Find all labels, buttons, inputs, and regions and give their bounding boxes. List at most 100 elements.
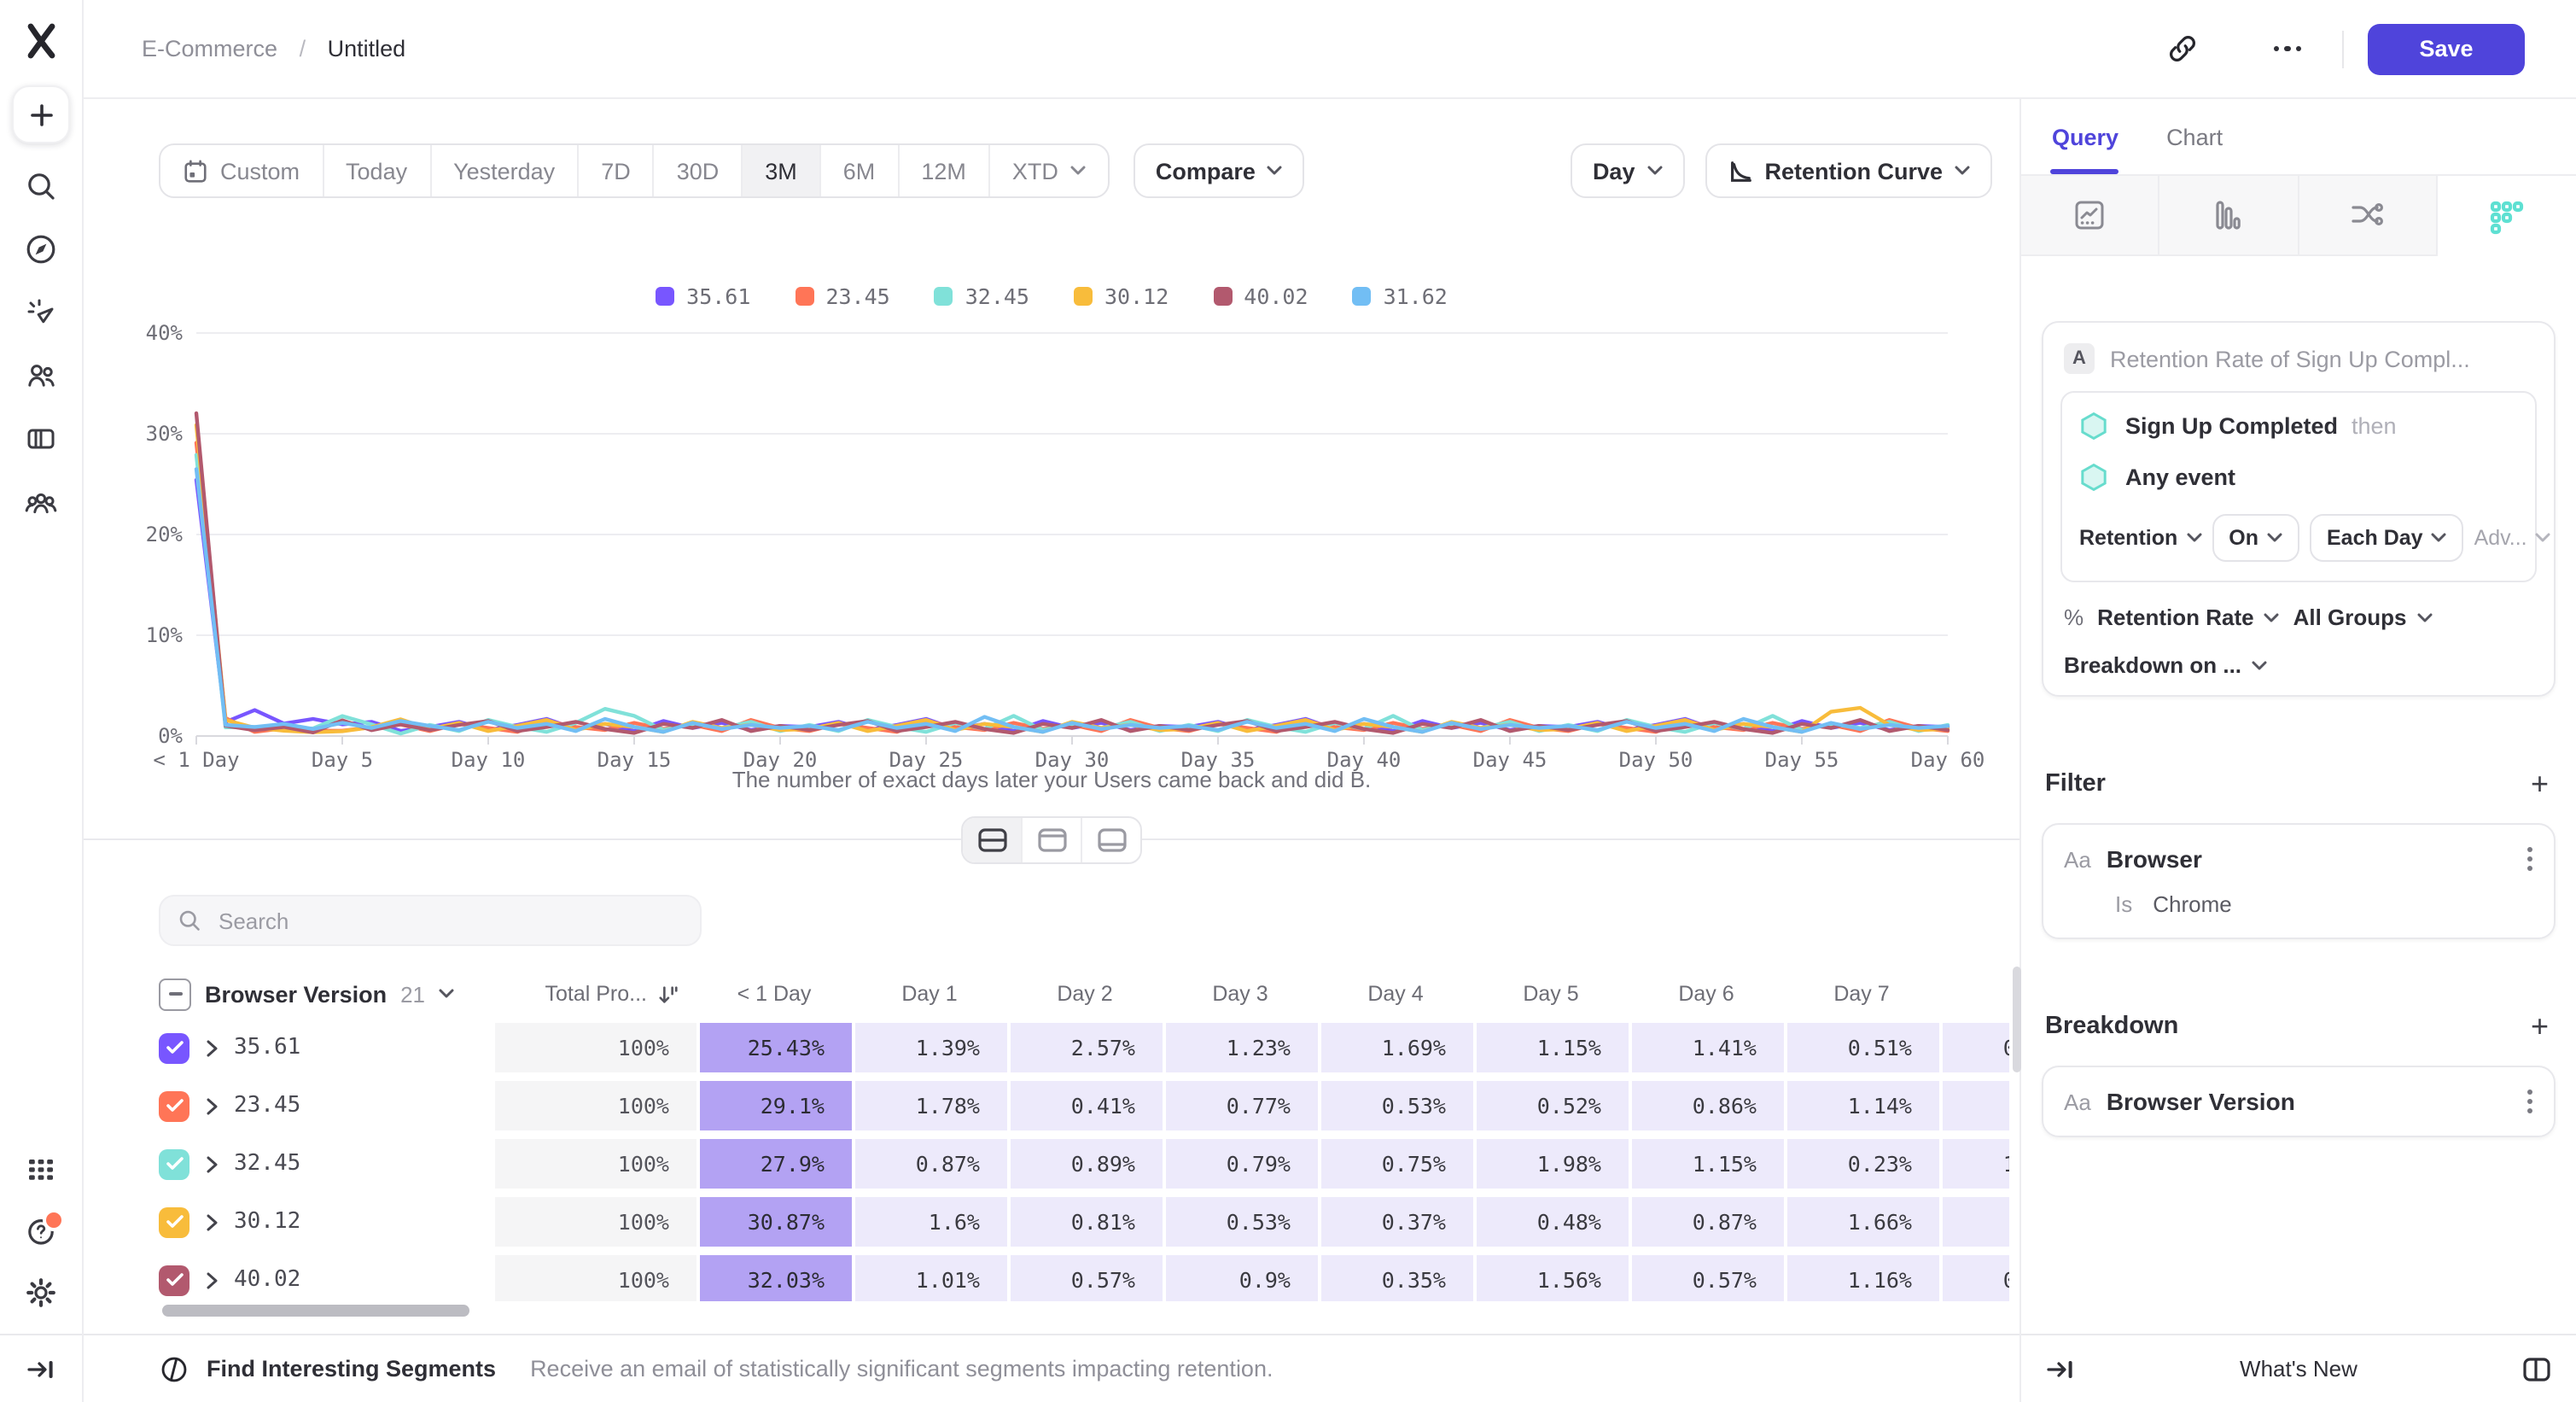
group-column-header[interactable]: Browser Version: [205, 981, 388, 1007]
insights-report-icon[interactable]: [2021, 176, 2160, 256]
breakdown-on-dropdown[interactable]: Breakdown on ...: [2064, 652, 2267, 678]
copy-link-icon[interactable]: [2165, 32, 2198, 65]
legend-item[interactable]: 31.62: [1352, 283, 1448, 309]
advanced-dropdown[interactable]: Adv...: [2474, 526, 2551, 550]
expand-row-icon[interactable]: [205, 1155, 219, 1172]
day-column-header[interactable]: Day 5: [1523, 982, 1579, 1006]
breadcrumb-project[interactable]: E-Commerce: [142, 36, 278, 61]
filter-value[interactable]: Chrome: [2153, 891, 2232, 917]
tab-query[interactable]: Query: [2052, 124, 2119, 149]
table-row[interactable]: 32.45 100% 27.9% 0.87% 0.89% 0.79% 0.75% 1.98% 1…: [159, 1139, 2009, 1189]
range-button-custom[interactable]: Custom: [160, 145, 322, 196]
day-column-header[interactable]: Day 2: [1057, 982, 1113, 1006]
granularity-dropdown[interactable]: Day: [1570, 143, 1685, 198]
table-only-view-button[interactable]: [1081, 818, 1140, 862]
kebab-menu-icon[interactable]: [2526, 845, 2533, 873]
measure-dropdown[interactable]: Retention Rate: [2097, 605, 2280, 630]
range-button-6m[interactable]: 6M: [819, 145, 898, 196]
range-button-7d[interactable]: 7D: [577, 145, 653, 196]
retention-report-icon[interactable]: [2437, 176, 2576, 256]
table-row[interactable]: 35.61 100% 25.43% 1.39% 2.57% 1.23% 1.69% 1.15%…: [159, 1023, 2009, 1072]
boards-icon[interactable]: [19, 418, 63, 459]
filter-property[interactable]: Browser: [2106, 845, 2202, 873]
range-button-30d[interactable]: 30D: [652, 145, 742, 196]
chart-type-dropdown[interactable]: Retention Curve: [1705, 143, 1992, 198]
table-row[interactable]: 30.12 100% 30.87% 1.6% 0.81% 0.53% 0.37% 0.48% 0…: [159, 1197, 2009, 1247]
compare-button[interactable]: Compare: [1133, 143, 1305, 198]
mixpanel-logo-icon[interactable]: [20, 20, 61, 61]
magic-wand-icon[interactable]: [19, 292, 63, 333]
funnels-report-icon[interactable]: [2159, 176, 2299, 256]
row-checkbox[interactable]: [159, 1090, 189, 1121]
legend-item[interactable]: 40.02: [1213, 283, 1308, 309]
save-button[interactable]: Save: [2368, 23, 2525, 74]
retention-type-dropdown[interactable]: Retention: [2079, 526, 2201, 550]
expand-row-icon[interactable]: [205, 1039, 219, 1056]
breakdown-property[interactable]: Browser Version: [2106, 1088, 2295, 1115]
help-icon[interactable]: [19, 1209, 65, 1252]
add-breakdown-button[interactable]: +: [2530, 1009, 2549, 1043]
legend-swatch: [1074, 287, 1093, 306]
find-segments-link[interactable]: Find Interesting Segments: [207, 1356, 497, 1382]
on-dropdown[interactable]: On: [2212, 514, 2299, 562]
split-view-button[interactable]: [963, 818, 1021, 862]
breadcrumb-report-title[interactable]: Untitled: [327, 36, 406, 61]
range-button-yesterday[interactable]: Yesterday: [429, 145, 577, 196]
day-column-header[interactable]: Day 7: [1833, 982, 1890, 1006]
flows-report-icon[interactable]: [2299, 176, 2438, 256]
explore-compass-icon[interactable]: [19, 229, 63, 270]
total-column-header[interactable]: Total Pro...: [545, 982, 648, 1006]
table-row[interactable]: 40.02 100% 32.03% 1.01% 0.57% 0.9% 0.35% 1.56% 0…: [159, 1255, 2009, 1301]
table-row[interactable]: 23.45 100% 29.1% 1.78% 0.41% 0.77% 0.53% 0.52% 0…: [159, 1081, 2009, 1130]
search-input[interactable]: [215, 906, 683, 935]
groups-dropdown[interactable]: All Groups: [2293, 605, 2433, 630]
query-title[interactable]: Retention Rate of Sign Up Compl...: [2110, 346, 2470, 371]
tab-chart[interactable]: Chart: [2166, 124, 2223, 149]
table-horizontal-scrollbar[interactable]: [162, 1305, 469, 1317]
chart-only-view-button[interactable]: [1021, 818, 1081, 862]
table-vertical-scrollbar[interactable]: [2013, 967, 2021, 1072]
step-first-event[interactable]: Sign Up Completed then: [2079, 412, 2518, 441]
collapse-panel-icon[interactable]: [2045, 1355, 2076, 1382]
expand-row-icon[interactable]: [205, 1213, 219, 1230]
chevron-down-icon[interactable]: [439, 989, 454, 999]
panel-layout-icon[interactable]: [2521, 1355, 2552, 1382]
row-checkbox[interactable]: [159, 1265, 189, 1295]
sort-icon[interactable]: [657, 983, 679, 1005]
create-new-button[interactable]: [12, 85, 70, 143]
kebab-menu-icon[interactable]: [2526, 1088, 2533, 1115]
day-cell: 1.02%: [1939, 1139, 2009, 1189]
apps-grid-icon[interactable]: [19, 1149, 63, 1190]
each-day-dropdown[interactable]: Each Day: [2310, 514, 2464, 562]
settings-gear-icon[interactable]: [19, 1272, 63, 1313]
add-filter-button[interactable]: +: [2530, 767, 2549, 801]
row-checkbox[interactable]: [159, 1148, 189, 1179]
community-icon[interactable]: [19, 482, 63, 523]
retention-chart[interactable]: 40% 30% 20% 10% 0%< 1 Day Day 5 Day 10 Day 15 Da…: [84, 313, 2023, 777]
legend-item[interactable]: 30.12: [1074, 283, 1169, 309]
users-icon[interactable]: [19, 355, 63, 396]
day-column-header[interactable]: Day 6: [1678, 982, 1734, 1006]
legend-item[interactable]: 23.45: [795, 283, 890, 309]
range-button-12m[interactable]: 12M: [897, 145, 988, 196]
row-checkbox[interactable]: [159, 1032, 189, 1063]
range-button-xtd[interactable]: XTD: [988, 145, 1108, 196]
range-button-3m[interactable]: 3M: [741, 145, 819, 196]
day-column-header[interactable]: Day 1: [901, 982, 958, 1006]
day-column-header[interactable]: Day 4: [1367, 982, 1424, 1006]
legend-item[interactable]: 35.61: [656, 283, 750, 309]
legend-item[interactable]: 32.45: [934, 283, 1029, 309]
expand-sidebar-icon[interactable]: [26, 1355, 56, 1382]
filter-operator[interactable]: Is: [2115, 891, 2133, 917]
row-checkbox[interactable]: [159, 1206, 189, 1237]
range-button-today[interactable]: Today: [322, 145, 429, 196]
day-column-header[interactable]: Day 3: [1212, 982, 1268, 1006]
step-return-event[interactable]: Any event: [2079, 463, 2518, 492]
whats-new-link[interactable]: What's New: [2240, 1356, 2357, 1382]
select-all-checkbox[interactable]: [159, 978, 191, 1010]
expand-row-icon[interactable]: [205, 1097, 219, 1114]
day-column-header[interactable]: < 1 Day: [737, 982, 812, 1006]
expand-row-icon[interactable]: [205, 1271, 219, 1288]
search-nav-icon[interactable]: [19, 166, 63, 207]
more-options-icon[interactable]: [2273, 45, 2301, 52]
